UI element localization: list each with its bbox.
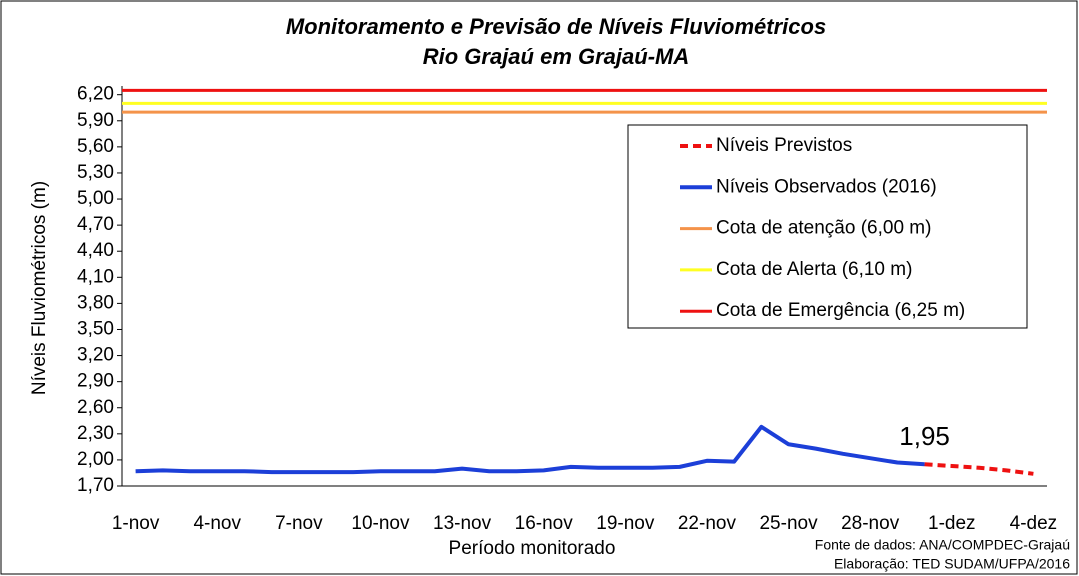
y-tick-label: 4,40 xyxy=(77,240,114,261)
x-tick-label: 22-nov xyxy=(678,513,737,534)
y-tick-label: 4,10 xyxy=(77,266,114,287)
y-tick-label: 3,80 xyxy=(77,292,114,313)
y-tick-label: 2,00 xyxy=(77,449,114,470)
y-tick-label: 3,20 xyxy=(77,345,114,366)
x-tick-label: 7-nov xyxy=(275,513,323,534)
data-label: 1,95 xyxy=(899,421,950,451)
y-tick-label: 4,70 xyxy=(77,214,114,235)
x-tick-label: 10-nov xyxy=(351,513,410,534)
x-tick-label: 25-nov xyxy=(759,513,818,534)
legend-box xyxy=(627,124,1028,329)
x-tick-label: 28-nov xyxy=(841,513,900,534)
y-tick-label: 5,00 xyxy=(77,188,114,209)
y-tick-label: 5,90 xyxy=(77,110,114,131)
y-tick-label: 2,30 xyxy=(77,423,114,444)
y-tick-label: 2,60 xyxy=(77,397,114,418)
legend-label: Níveis Observados (2016) xyxy=(716,176,937,197)
y-tick-label: 5,60 xyxy=(77,136,114,157)
x-tick-label: 19-nov xyxy=(596,513,655,534)
legend-label: Níveis Previstos xyxy=(716,135,852,156)
credit-note: Elaboração: TED SUDAM/UFPA/2016 xyxy=(834,556,1070,572)
y-axis-label: Níveis Fluviométricos (m) xyxy=(29,181,50,395)
x-tick-label: 1-dez xyxy=(928,513,976,534)
y-tick-label: 6,20 xyxy=(77,84,114,105)
legend-label: Cota de Alerta (6,10 m) xyxy=(716,259,912,280)
x-axis-label: Período monitorado xyxy=(449,538,616,559)
x-tick-label: 4-dez xyxy=(1010,513,1058,534)
chart-title: Monitoramento e Previsão de Níveis Fluvi… xyxy=(286,14,826,39)
data-line xyxy=(135,424,925,475)
y-tick-label: 5,30 xyxy=(77,162,114,183)
y-tick-label: 2,90 xyxy=(77,371,114,392)
legend-label: Cota de Emergência (6,25 m) xyxy=(716,300,965,321)
y-tick-label: 3,50 xyxy=(77,318,114,339)
data-line xyxy=(924,462,1034,476)
x-tick-label: 16-nov xyxy=(515,513,574,534)
x-tick-label: 1-nov xyxy=(112,513,160,534)
source-note: Fonte de dados: ANA/COMPDEC-Grajaú xyxy=(815,537,1070,553)
chart-subtitle: Rio Grajaú em Grajaú-MA xyxy=(423,44,690,69)
legend-label: Cota de atenção (6,00 m) xyxy=(716,218,931,239)
y-tick-label: 1,70 xyxy=(77,475,114,496)
x-tick-label: 13-nov xyxy=(433,513,492,534)
x-tick-label: 4-nov xyxy=(193,513,241,534)
